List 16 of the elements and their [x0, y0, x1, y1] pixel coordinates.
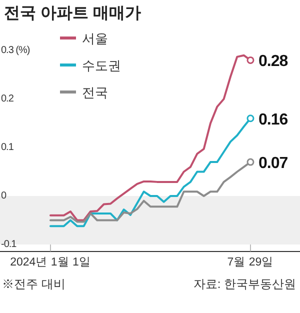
ytick: -0.1	[1, 239, 16, 250]
legend-item: 수도권	[82, 58, 121, 73]
ytick: 0.1	[1, 142, 14, 153]
xtick: 7월 29일	[227, 256, 274, 268]
value-label: 0.16	[258, 111, 288, 128]
title: 전국 아파트 매매가	[4, 5, 141, 22]
ytick: 0.3 (%)	[1, 45, 30, 56]
legend-item: 서울	[82, 31, 108, 46]
value-label: 0.07	[258, 155, 288, 172]
xtick: 2024년 1월 1일	[10, 256, 91, 268]
value-label: 0.28	[258, 53, 288, 70]
annotation: 자료: 한국부동산원	[193, 277, 296, 291]
ytick: 0	[1, 190, 6, 202]
ytick: 0.2	[1, 94, 14, 104]
legend-item: 전국	[82, 85, 108, 100]
annotation: ※전주 대비	[2, 277, 66, 291]
